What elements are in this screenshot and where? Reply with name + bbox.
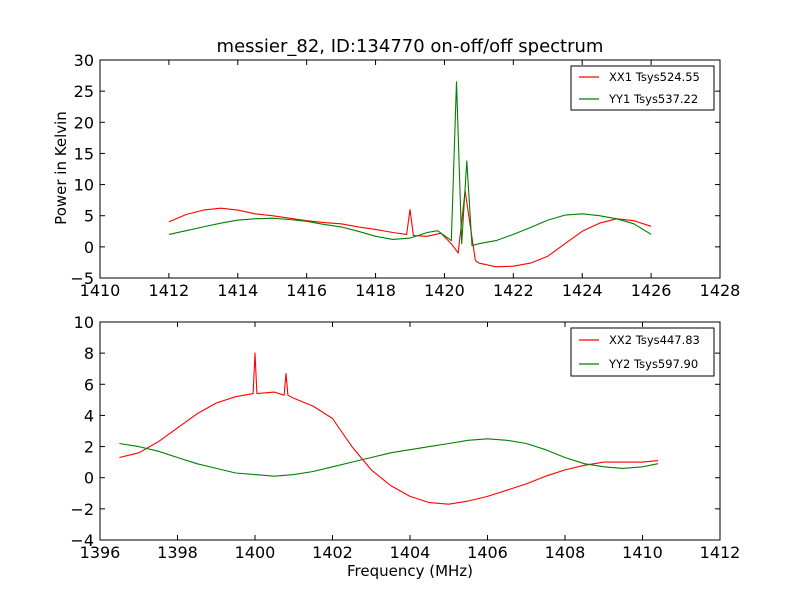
series-line-0-1 bbox=[168, 81, 652, 247]
chart-bottom-legend: XX2 Tsys447.83 YY2 Tsys597.90 bbox=[570, 327, 715, 377]
chart-bottom-series-lines bbox=[119, 352, 659, 505]
y-tick-label: 8 bbox=[84, 344, 94, 363]
chart-top: messier_82, ID:134770 on-off/off spectru… bbox=[52, 36, 740, 300]
x-tick-label: 1422 bbox=[493, 281, 534, 300]
x-tick-label: 1402 bbox=[312, 543, 353, 562]
x-tick-label: 1398 bbox=[157, 543, 198, 562]
chart-top-series-lines bbox=[168, 81, 652, 268]
x-tick-label: 1416 bbox=[286, 281, 327, 300]
x-tick-label: 1426 bbox=[631, 281, 672, 300]
y-tick-label: −2 bbox=[70, 500, 94, 519]
x-tick-label: 1428 bbox=[700, 281, 741, 300]
legend-entry: YY2 Tsys597.90 bbox=[608, 357, 698, 371]
y-tick-label: −5 bbox=[70, 269, 94, 288]
x-tick-label: 1406 bbox=[467, 543, 508, 562]
y-tick-label: −4 bbox=[70, 531, 94, 550]
legend-box bbox=[570, 327, 715, 377]
x-tick-label: 1410 bbox=[80, 281, 121, 300]
y-tick-label: 30 bbox=[74, 51, 94, 70]
x-tick-label: 1404 bbox=[390, 543, 431, 562]
legend-box bbox=[570, 65, 715, 111]
chart-top-ylabel: Power in Kelvin bbox=[52, 111, 70, 225]
chart-top-legend: XX1 Tsys524.55 YY1 Tsys537.22 bbox=[570, 65, 715, 111]
y-tick-label: 5 bbox=[84, 207, 94, 226]
x-tick-label: 1420 bbox=[424, 281, 465, 300]
legend-entry: XX1 Tsys524.55 bbox=[609, 70, 700, 84]
x-tick-label: 1412 bbox=[700, 543, 741, 562]
x-tick-label: 1414 bbox=[217, 281, 258, 300]
chart-top-ticks: 1410 1412 1414 1416 1418 1420 1422 1424 1426 1428… bbox=[70, 51, 740, 300]
y-tick-label: 10 bbox=[74, 313, 94, 332]
series-line-0-0 bbox=[168, 190, 652, 268]
chart-top-title: messier_82, ID:134770 on-off/off spectru… bbox=[217, 36, 604, 57]
y-tick-label: 15 bbox=[74, 144, 94, 163]
x-tick-label: 1418 bbox=[355, 281, 396, 300]
y-tick-label: 25 bbox=[74, 82, 94, 101]
y-tick-label: 0 bbox=[84, 469, 94, 488]
y-tick-label: 20 bbox=[74, 113, 94, 132]
x-tick-label: 1424 bbox=[562, 281, 603, 300]
y-tick-label: 0 bbox=[84, 238, 94, 257]
x-tick-label: 1412 bbox=[149, 281, 190, 300]
series-line-1-1 bbox=[119, 438, 659, 477]
y-tick-label: 4 bbox=[84, 406, 94, 425]
x-tick-label: 1400 bbox=[235, 543, 276, 562]
x-tick-label: 1396 bbox=[80, 543, 121, 562]
chart-bottom-xlabel: Frequency (MHz) bbox=[347, 562, 473, 580]
legend-entry: XX2 Tsys447.83 bbox=[609, 333, 700, 347]
chart-bottom-ticks: 1396 1398 1400 1402 1404 1406 1408 1410 1412 −4 −2… bbox=[70, 313, 740, 562]
series-line-1-0 bbox=[119, 352, 659, 505]
x-tick-label: 1410 bbox=[622, 543, 663, 562]
chart-bottom: 1396 1398 1400 1402 1404 1406 1408 1410 1412 −4 −2… bbox=[70, 313, 740, 580]
y-tick-label: 10 bbox=[74, 176, 94, 195]
x-tick-label: 1408 bbox=[545, 543, 586, 562]
y-tick-label: 6 bbox=[84, 375, 94, 394]
y-tick-label: 2 bbox=[84, 438, 94, 457]
legend-entry: YY1 Tsys537.22 bbox=[608, 92, 698, 106]
